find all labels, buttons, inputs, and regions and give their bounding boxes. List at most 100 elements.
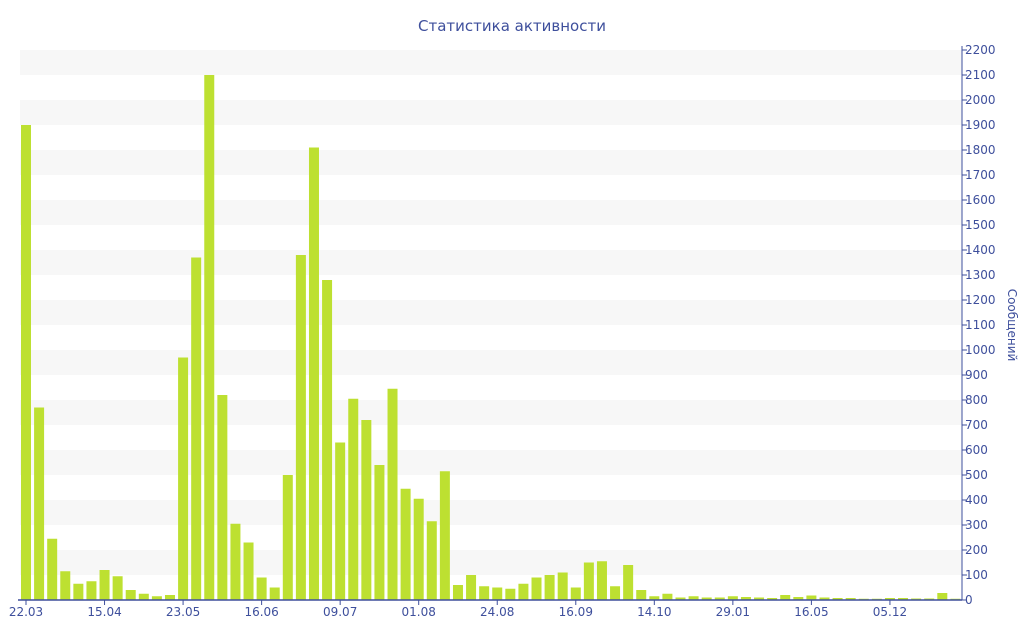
grid-band — [20, 450, 962, 475]
y-tick-label: 2000 — [965, 93, 996, 107]
y-tick-label: 1100 — [965, 318, 996, 332]
y-tick-label: 900 — [965, 368, 988, 382]
y-tick-label: 1700 — [965, 168, 996, 182]
bar — [138, 593, 149, 600]
grid-band — [20, 400, 962, 425]
bar — [806, 595, 817, 600]
y-tick-label: 1800 — [965, 143, 996, 157]
bar — [361, 420, 372, 600]
bar — [348, 398, 359, 600]
x-tick-label: 01.08 — [402, 605, 436, 619]
bar — [295, 255, 306, 600]
grid-band — [20, 300, 962, 325]
y-tick-label: 1000 — [965, 343, 996, 357]
bar — [335, 442, 346, 600]
chart-title: Статистика активности — [418, 17, 606, 35]
bar — [400, 488, 411, 600]
bar — [701, 597, 712, 600]
bar — [151, 596, 162, 600]
bar — [819, 597, 830, 600]
bar — [230, 523, 241, 600]
bar — [832, 598, 843, 600]
bar — [623, 565, 634, 600]
bar — [47, 538, 58, 600]
bar — [780, 595, 791, 600]
y-axis-label: Сообщений — [1005, 289, 1019, 362]
y-tick-label: 400 — [965, 493, 988, 507]
bar — [112, 576, 123, 600]
grid-band — [20, 200, 962, 225]
y-tick-label: 700 — [965, 418, 988, 432]
y-tick-label: 1500 — [965, 218, 996, 232]
bar — [884, 598, 895, 600]
bar — [282, 475, 293, 600]
bar — [413, 498, 424, 600]
y-tick-label: 800 — [965, 393, 988, 407]
y-tick-label: 100 — [965, 568, 988, 582]
bar — [308, 147, 319, 600]
bar — [518, 583, 529, 600]
bar — [557, 572, 568, 600]
x-tick-label: 14.10 — [637, 605, 671, 619]
bar — [164, 595, 175, 600]
grid-band — [20, 50, 962, 75]
bar — [73, 583, 84, 600]
y-tick-label: 2200 — [965, 43, 996, 57]
bar — [439, 471, 450, 600]
x-tick-label: 09.07 — [323, 605, 357, 619]
grid-band — [20, 550, 962, 575]
bar — [793, 597, 804, 600]
bar — [754, 597, 765, 600]
bar — [714, 597, 725, 600]
grid-band — [20, 150, 962, 175]
bar — [60, 571, 71, 600]
grid-band — [20, 500, 962, 525]
x-tick-label: 22.03 — [9, 605, 43, 619]
bar — [662, 593, 673, 600]
bar — [531, 577, 542, 600]
bar — [596, 561, 607, 600]
bar — [937, 593, 948, 600]
y-tick-label: 200 — [965, 543, 988, 557]
x-tick-label: 05.12 — [873, 605, 907, 619]
grid-band — [20, 350, 962, 375]
bar — [675, 597, 686, 600]
bar — [322, 280, 333, 600]
bar — [492, 587, 503, 600]
bar — [845, 598, 856, 600]
x-tick-label: 23.05 — [166, 605, 200, 619]
bar — [217, 395, 228, 600]
y-tick-label: 2100 — [965, 68, 996, 82]
x-tick-label: 16.05 — [794, 605, 828, 619]
bar — [466, 575, 477, 600]
bar — [178, 357, 189, 600]
y-tick-label: 300 — [965, 518, 988, 532]
x-tick-label: 16.09 — [559, 605, 593, 619]
bar — [191, 257, 202, 600]
x-tick-label: 15.04 — [87, 605, 121, 619]
y-tick-label: 1600 — [965, 193, 996, 207]
x-tick-label: 16.06 — [244, 605, 278, 619]
bar — [505, 588, 516, 600]
bar — [374, 465, 385, 600]
bar — [204, 75, 215, 600]
bar — [479, 586, 490, 600]
y-tick-label: 1300 — [965, 268, 996, 282]
bar — [387, 388, 398, 600]
grid-band — [20, 250, 962, 275]
bar — [125, 590, 136, 600]
x-tick-label: 29.01 — [716, 605, 750, 619]
bar — [688, 596, 699, 600]
y-tick-label: 1900 — [965, 118, 996, 132]
bar — [727, 596, 738, 600]
y-tick-label: 0 — [965, 593, 973, 607]
bar — [452, 585, 463, 600]
bar — [243, 542, 254, 600]
bar — [99, 570, 110, 600]
y-tick-label: 600 — [965, 443, 988, 457]
bar — [544, 575, 555, 600]
bar — [34, 407, 45, 600]
bar — [256, 577, 267, 600]
bar — [570, 587, 581, 600]
